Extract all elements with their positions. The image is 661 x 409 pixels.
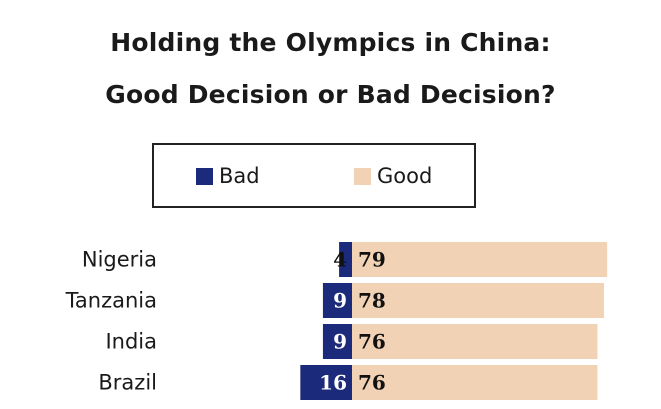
value-label-bad-brazil: 16 (319, 371, 347, 395)
bar-bad-tanzania (322, 283, 352, 318)
bar-good-brazil (352, 365, 598, 400)
bar-good-india (352, 324, 598, 359)
category-label-brazil: Brazil (98, 371, 157, 395)
value-label-bad-india: 9 (333, 330, 347, 354)
legend-label-bad: Bad (219, 164, 260, 188)
bar-bad-brazil (300, 365, 352, 400)
category-label-india: India (105, 330, 157, 354)
value-label-bad-tanzania: 9 (333, 289, 347, 313)
chart-subtitle: Good Decision or Bad Decision? (105, 80, 556, 109)
legend-item-good: Good (354, 163, 432, 189)
legend-swatch-bad (196, 167, 213, 185)
bar-bad-nigeria (339, 242, 352, 277)
legend-item-bad: Bad (196, 163, 260, 189)
value-label-good-nigeria: 79 (358, 248, 386, 272)
category-label-tanzania: Tanzania (65, 289, 157, 313)
value-label-good-india: 76 (358, 330, 386, 354)
value-label-good-brazil: 76 (358, 371, 386, 395)
bar-good-tanzania (352, 283, 604, 318)
legend-label-good: Good (377, 164, 433, 188)
bar-good-nigeria (352, 242, 608, 277)
value-label-good-tanzania: 78 (358, 289, 386, 313)
category-label-nigeria: Nigeria (82, 248, 157, 272)
chart-legend: Bad Good (152, 143, 476, 208)
chart-title: Holding the Olympics in China: (110, 28, 551, 57)
bar-bad-india (322, 324, 352, 359)
legend-swatch-good (354, 167, 371, 185)
value-label-bad-nigeria: 4 (333, 248, 347, 272)
